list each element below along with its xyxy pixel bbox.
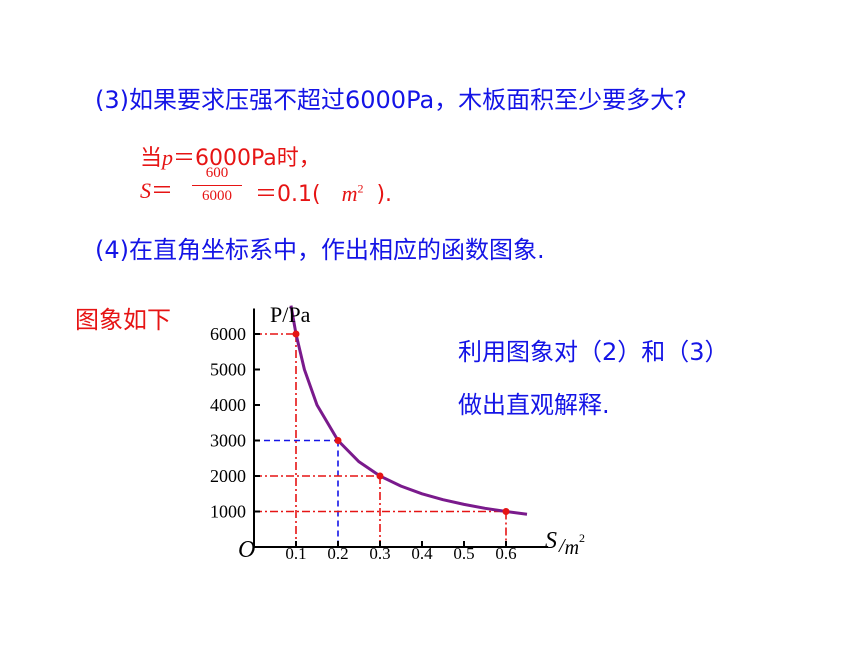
fraction-bar [192,185,242,186]
axes-layer [253,308,548,548]
answer-line-2: S＝ [140,173,173,205]
y-axis-label: P/Pa [270,302,311,327]
x-tick-label: 0.5 [453,544,474,563]
y-tick-label: 5000 [210,360,246,380]
x-tick-label: 0.4 [411,544,433,563]
data-point-1 [334,437,342,444]
points-layer [292,330,510,515]
note-line-1: 利用图象对（2）和（3） [458,338,729,366]
answer-eq: ＝ [151,179,174,204]
answer-line1-rest: ＝6000Pa时， [173,146,321,171]
y-tick-label: 3000 [210,431,246,451]
fraction-numerator: 600 [205,165,229,181]
curve-layer [289,305,528,516]
x-axis-label-slash: / [558,535,567,557]
data-point-0 [292,330,300,338]
y-tick-label: 1000 [210,502,246,522]
fraction: 600 6000 [192,165,242,205]
y-tick-label: 2000 [210,466,246,486]
origin-label: O [238,537,255,563]
x-axis-label-var: S [545,528,557,554]
series-line [289,305,528,516]
answer-var-s: S [140,178,151,203]
answer-close: ). [376,182,393,207]
ticks-layer: 1000 2000 3000 4000 5000 6000 0.1 0.2 0.3 0.4 0.5 0… [210,324,517,563]
data-point-3 [502,508,510,515]
answer-line-1: 当p＝6000Pa时， [140,140,321,172]
answer-result-text: ＝0.1( [255,182,321,207]
question-3: (3)如果要求压强不超过6000Pa，木板面积至少要多大? [95,86,687,114]
x-axis-label-unit: m [565,537,579,559]
x-tick-label: 0.1 [285,544,306,563]
data-point-2 [376,472,384,480]
fraction-denominator: 6000 [202,188,232,204]
x-tick-label: 0.3 [369,544,390,563]
answer-prefix: 当 [140,146,163,171]
guides-layer [254,333,507,547]
x-tick-label: 0.2 [327,544,348,563]
question-4: (4)在直角坐标系中，作出相应的函数图象. [95,236,545,264]
answer-unit-exp: 2 [357,181,364,196]
answer-var-p: p [162,145,174,170]
answer-result: ＝0.1( m2 ). [255,176,392,208]
x-axis-label: S/m2 [545,528,585,559]
y-tick-label: 6000 [210,324,246,344]
x-axis-label-exp: 2 [579,531,585,545]
answer-unit: m [341,181,358,206]
x-tick-label: 0.6 [495,544,516,563]
graph-caption: 图象如下 [75,306,171,334]
y-tick-label: 4000 [210,395,246,415]
note-line-2: 做出直观解释. [458,391,610,419]
